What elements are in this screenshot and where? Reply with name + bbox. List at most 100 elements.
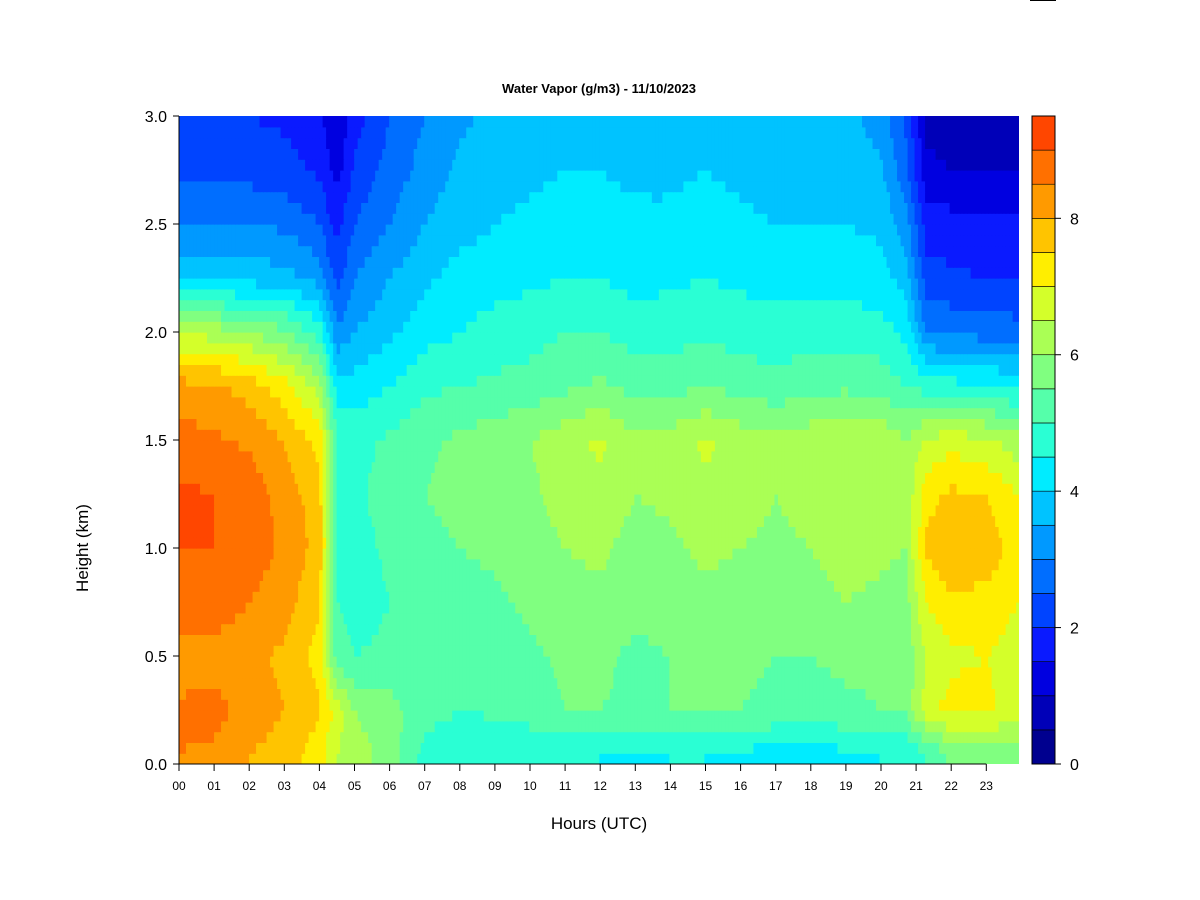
heatmap-cell [781, 580, 786, 592]
heatmap-cell [862, 558, 867, 571]
heatmap-cell [494, 623, 499, 635]
heatmap-cell [214, 742, 219, 754]
heatmap-cell [357, 666, 362, 679]
heatmap-cell [193, 634, 198, 646]
heatmap-cell [809, 591, 814, 603]
heatmap-cell [196, 699, 201, 711]
heatmap-cell [683, 753, 688, 764]
heatmap-cell [504, 623, 509, 635]
heatmap-cell [819, 720, 825, 733]
heatmap-cell [844, 602, 849, 614]
heatmap-cell [508, 731, 513, 743]
heatmap-cell [438, 634, 443, 646]
heatmap-cell [585, 580, 590, 592]
heatmap-cell [613, 688, 618, 700]
heatmap-cell [879, 666, 884, 679]
heatmap-cell [770, 710, 776, 722]
heatmap-cell [333, 742, 338, 754]
heatmap-cell [452, 548, 457, 560]
heatmap-cell [277, 666, 282, 679]
heatmap-cell [858, 720, 863, 733]
heatmap-cell [249, 742, 254, 754]
heatmap-cell [291, 569, 296, 581]
heatmap-cell [728, 645, 734, 657]
heatmap-cell [613, 580, 618, 592]
heatmap-cell [658, 656, 663, 668]
heatmap-cell [827, 612, 832, 625]
heatmap-cell [812, 688, 818, 700]
heatmap-cell [967, 666, 972, 679]
heatmap-cell [571, 753, 576, 764]
heatmap-cell [967, 634, 972, 646]
heatmap-cell [207, 623, 212, 635]
heatmap-cell [298, 720, 303, 733]
heatmap-cell [760, 666, 765, 679]
heatmap-cell [970, 591, 975, 603]
heatmap-cell [455, 569, 460, 581]
heatmap-cell [224, 710, 229, 722]
heatmap-cell [438, 731, 443, 743]
heatmap-cell [637, 612, 642, 625]
heatmap-cell [336, 569, 341, 581]
heatmap-cell [585, 742, 590, 754]
heatmap-cell [585, 569, 590, 581]
heatmap-cell [851, 634, 856, 646]
heatmap-cell [830, 666, 835, 679]
heatmap-cell [322, 591, 327, 603]
heatmap-cell [378, 623, 383, 635]
heatmap-cell [298, 612, 303, 625]
heatmap-cell [469, 612, 474, 625]
heatmap-cell [483, 591, 488, 603]
heatmap-cell [508, 634, 513, 646]
heatmap-cell [907, 569, 912, 581]
heatmap-cell [834, 569, 839, 581]
heatmap-cell [291, 656, 296, 668]
heatmap-cell [417, 537, 422, 549]
heatmap-cell [368, 688, 373, 700]
heatmap-cell [550, 688, 555, 700]
heatmap-cell [897, 612, 902, 625]
heatmap-cell [904, 634, 909, 646]
heatmap-cell [932, 731, 937, 743]
heatmap-cell [711, 558, 716, 571]
heatmap-cell [322, 580, 327, 592]
heatmap-cell [869, 742, 874, 754]
heatmap-cell [242, 688, 247, 700]
heatmap-cell [704, 710, 709, 722]
heatmap-cell [476, 688, 481, 700]
heatmap-cell [252, 591, 257, 603]
heatmap-cell [574, 688, 579, 700]
heatmap-cell [588, 634, 593, 646]
heatmap-cell [977, 558, 982, 571]
heatmap-cell [350, 580, 355, 592]
heatmap-cell [459, 753, 464, 764]
heatmap-cell [298, 602, 303, 614]
heatmap-cell [361, 645, 366, 657]
heatmap-cell [770, 677, 776, 689]
heatmap-cell [518, 677, 523, 689]
heatmap-cell [613, 699, 618, 711]
heatmap-cell [350, 623, 355, 635]
heatmap-cell [560, 710, 565, 722]
heatmap-cell [277, 645, 282, 657]
heatmap-cell [767, 753, 772, 764]
heatmap-cell [995, 558, 1000, 571]
heatmap-cell [791, 558, 797, 571]
heatmap-cell [707, 699, 713, 711]
heatmap-cell [795, 580, 800, 592]
heatmap-cell [872, 699, 877, 711]
heatmap-cell [714, 656, 720, 668]
heatmap-cell [651, 645, 656, 657]
heatmap-cell [739, 580, 744, 592]
heatmap-cell [651, 548, 656, 560]
heatmap-cell [294, 558, 299, 571]
heatmap-cell [791, 537, 797, 549]
heatmap-cell [781, 602, 786, 614]
heatmap-cell [725, 548, 730, 560]
heatmap-cell [641, 688, 646, 700]
heatmap-cell [609, 558, 614, 571]
heatmap-cell [893, 688, 898, 700]
heatmap-cell [375, 677, 380, 689]
heatmap-cell [672, 645, 677, 657]
heatmap-cell [960, 720, 965, 733]
